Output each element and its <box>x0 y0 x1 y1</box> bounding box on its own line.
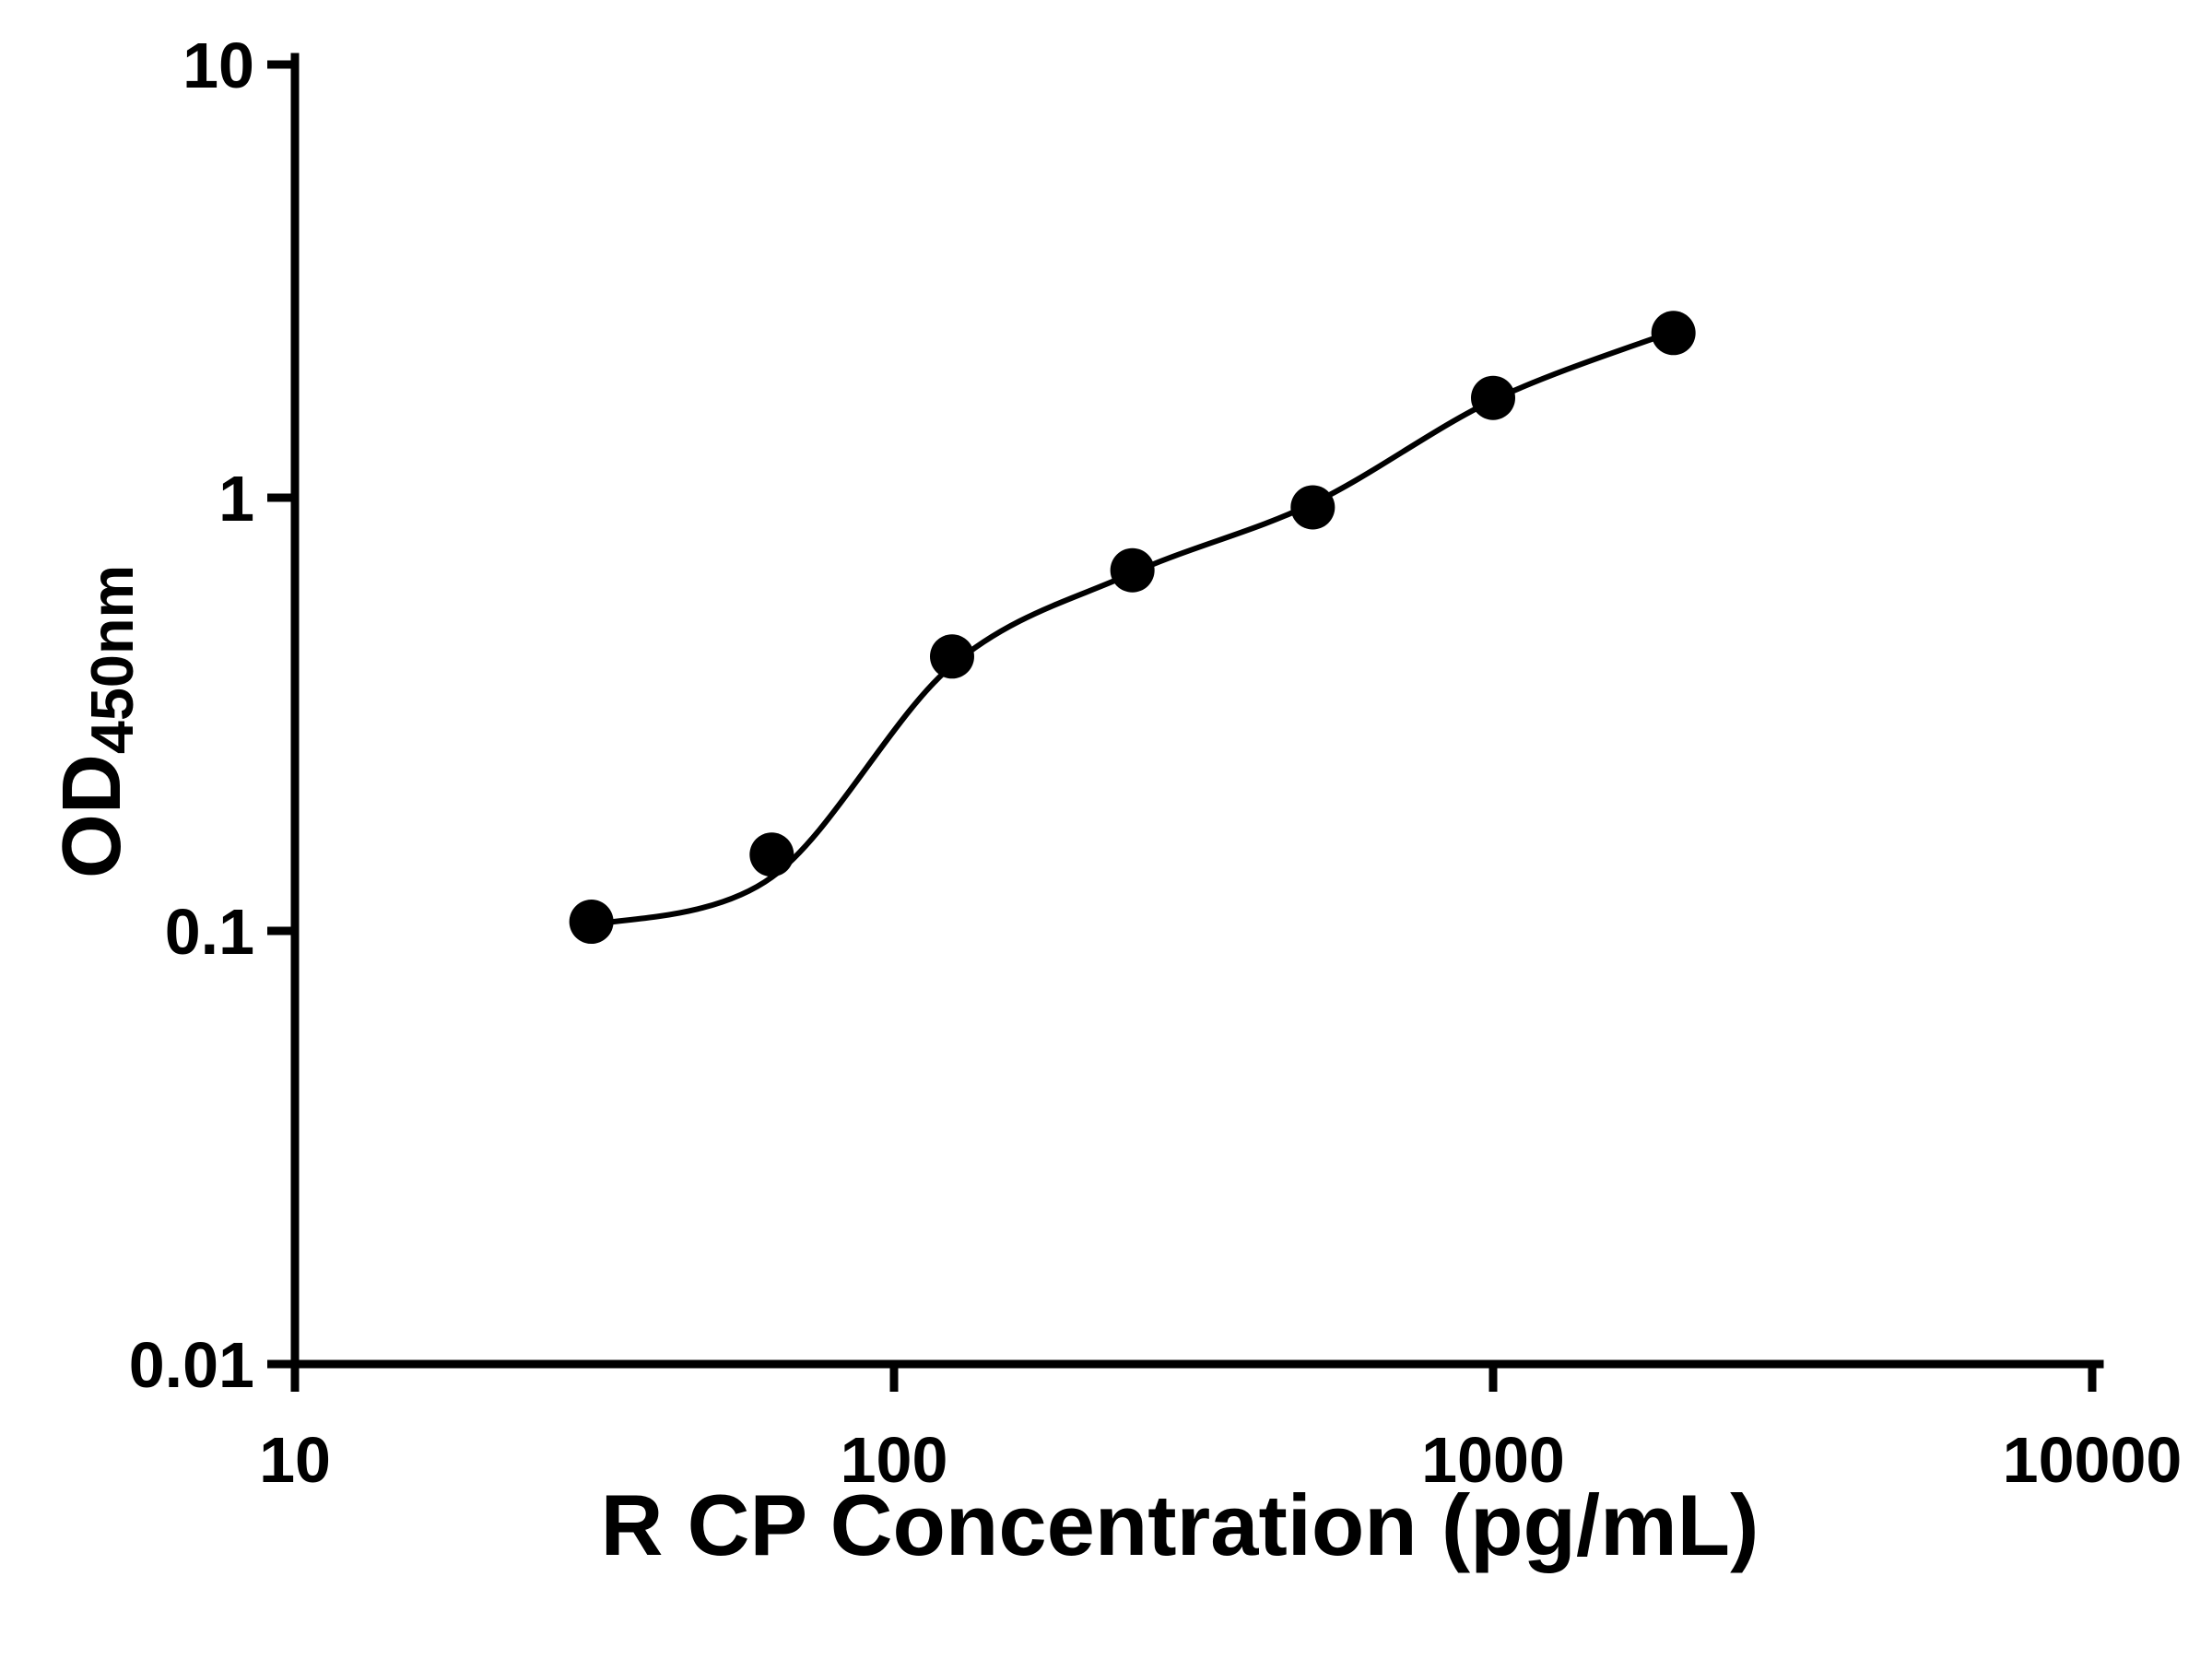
y-axis-title-main: OD <box>45 754 138 879</box>
x-axis-tick-label: 10 <box>259 1424 331 1496</box>
y-axis-tick-label: 10 <box>182 29 254 101</box>
data-point <box>929 634 974 679</box>
y-axis-tick-label: 1 <box>218 463 254 535</box>
data-point <box>1471 375 1515 420</box>
data-point <box>1110 547 1155 593</box>
y-axis-title: OD450nm <box>45 565 147 878</box>
standard-curve-fit-path <box>588 328 1677 928</box>
y-axis-tick-label: 0.01 <box>129 1329 254 1401</box>
y-axis-title-sub: 450nm <box>78 564 147 755</box>
x-axis-tick-label: 1000 <box>1421 1424 1565 1496</box>
y-axis-tick-label: 0.1 <box>165 896 254 968</box>
data-point <box>749 832 794 877</box>
data-point <box>1651 311 1696 356</box>
x-axis-tick-label: 100 <box>841 1424 948 1496</box>
data-point <box>569 900 614 945</box>
data-point <box>1290 485 1335 530</box>
x-axis-tick-label: 10000 <box>2003 1424 2183 1496</box>
x-axis-title: R CP Concentration (pg/mL) <box>600 1477 1759 1573</box>
